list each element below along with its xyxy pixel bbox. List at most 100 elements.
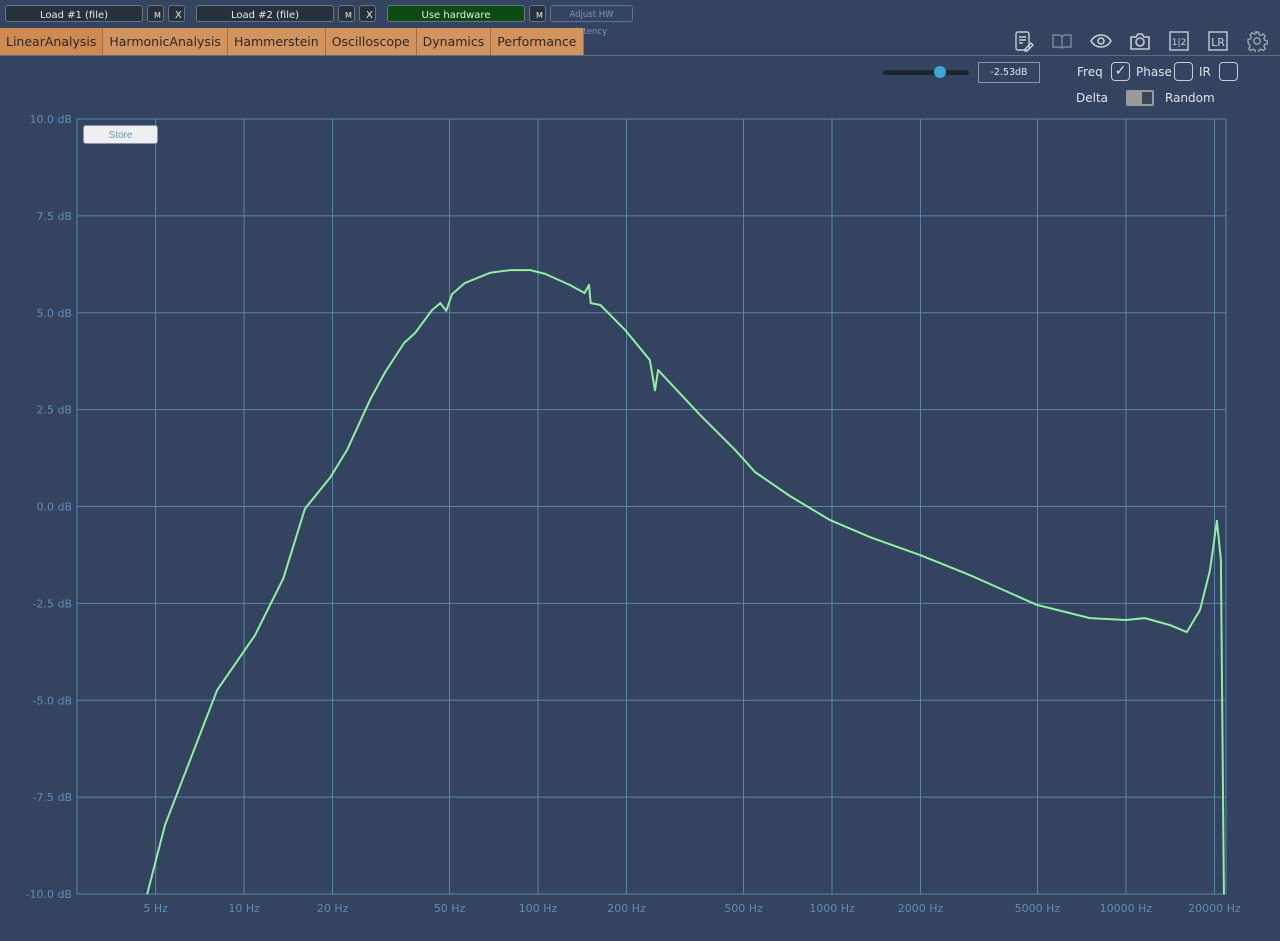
- data-point: [599, 304, 602, 306]
- ir-label: IR: [1199, 65, 1211, 79]
- data-point: [1199, 609, 1201, 611]
- adjust-hw-latency-button[interactable]: Adjust HW latency: [550, 5, 633, 37]
- data-point: [1036, 604, 1038, 606]
- data-point: [657, 369, 659, 371]
- data-point: [489, 272, 491, 274]
- lr-label: LR: [1211, 36, 1225, 49]
- data-point: [403, 342, 405, 344]
- data-point: [1169, 624, 1171, 626]
- x-tick-label: 10 Hz: [228, 902, 260, 915]
- lr-icon[interactable]: LR: [1207, 30, 1229, 52]
- y-tick-label: 5.0 dB: [36, 307, 72, 320]
- tab-linear-analysis[interactable]: LinearAnalysis: [0, 28, 104, 55]
- data-point: [431, 309, 433, 311]
- x-tick-label: 100 Hz: [519, 902, 558, 915]
- book-icon[interactable]: [1051, 30, 1073, 52]
- mute-1-button[interactable]: M: [147, 5, 164, 22]
- x-tick-label: 500 Hz: [724, 902, 763, 915]
- data-point: [869, 536, 871, 538]
- data-point: [624, 329, 627, 331]
- load-file-1-button[interactable]: Load #1 (file): [5, 5, 143, 22]
- data-point: [583, 292, 586, 294]
- y-tick-label: -7.5 dB: [33, 791, 73, 804]
- camera-icon[interactable]: [1129, 30, 1151, 52]
- delta-random-toggle[interactable]: [1126, 90, 1154, 106]
- x-tick-label: 5 Hz: [143, 902, 168, 915]
- data-point: [1125, 619, 1127, 621]
- data-point: [529, 269, 531, 271]
- tab-performance[interactable]: Performance: [491, 28, 584, 55]
- y-tick-label: -10.0 dB: [26, 888, 73, 901]
- tab-bar: LinearAnalysis HarmonicAnalysis Hammerst…: [0, 28, 584, 55]
- data-point: [1186, 631, 1188, 633]
- delta-label: Delta: [1076, 91, 1109, 105]
- mute-2-button[interactable]: M: [338, 5, 355, 22]
- data-point: [919, 554, 921, 556]
- gain-slider-knob[interactable]: [933, 66, 946, 78]
- x-tick-label: 5000 Hz: [1015, 902, 1061, 915]
- x-tick-label: 50 Hz: [434, 902, 466, 915]
- phase-checkbox[interactable]: [1174, 62, 1193, 81]
- clear-1-button[interactable]: X: [168, 5, 185, 22]
- x-tick-label: 200 Hz: [607, 902, 646, 915]
- data-point: [445, 310, 448, 312]
- tab-oscilloscope[interactable]: Oscilloscope: [325, 28, 417, 55]
- mute-hardware-button[interactable]: M: [529, 5, 546, 22]
- phase-label: Phase: [1136, 65, 1172, 79]
- use-hardware-button[interactable]: Use hardware: [387, 5, 525, 22]
- y-tick-label: -5.0 dB: [33, 694, 73, 707]
- tab-harmonic-analysis[interactable]: HarmonicAnalysis: [103, 28, 228, 55]
- data-point: [464, 282, 466, 284]
- data-point: [216, 689, 218, 691]
- y-tick-label: 10.0 dB: [29, 113, 72, 126]
- x-tick-label: 1000 Hz: [809, 902, 855, 915]
- data-point: [568, 284, 571, 286]
- store-button[interactable]: Store: [83, 125, 158, 144]
- data-point: [1220, 559, 1222, 561]
- load-file-2-button[interactable]: Load #2 (file): [196, 5, 334, 22]
- freq-checkbox[interactable]: ✓: [1111, 62, 1130, 81]
- tab-dynamics[interactable]: Dynamics: [416, 28, 492, 55]
- data-point: [304, 508, 306, 510]
- data-point: [1089, 617, 1091, 619]
- x-tick-label: 20 Hz: [317, 902, 349, 915]
- gain-slider[interactable]: [883, 66, 969, 78]
- divider: [0, 55, 1280, 56]
- data-point: [544, 273, 547, 275]
- data-point: [509, 269, 511, 271]
- y-tick-label: 2.5 dB: [36, 404, 72, 417]
- gain-value[interactable]: -2.53dB: [978, 62, 1040, 83]
- one-two-icon[interactable]: 1|2: [1168, 30, 1190, 52]
- data-point: [1144, 617, 1146, 619]
- data-point: [1216, 520, 1218, 522]
- data-point: [451, 293, 453, 295]
- data-point: [254, 634, 256, 636]
- data-point: [699, 414, 701, 416]
- y-tick-label: 7.5 dB: [36, 210, 72, 223]
- data-point: [346, 449, 348, 451]
- notes-icon[interactable]: [1012, 30, 1034, 52]
- data-point: [146, 893, 149, 895]
- data-point: [589, 302, 592, 304]
- eye-icon[interactable]: [1090, 30, 1112, 52]
- data-point: [1223, 893, 1225, 895]
- data-point: [329, 477, 331, 479]
- data-point: [968, 574, 971, 576]
- data-point: [588, 284, 590, 286]
- tab-hammerstein[interactable]: Hammerstein: [227, 28, 326, 55]
- data-point: [384, 371, 387, 373]
- data-point: [439, 302, 442, 304]
- data-point: [649, 359, 651, 361]
- freq-label: Freq: [1077, 65, 1103, 79]
- data-point: [754, 471, 756, 473]
- data-point: [369, 399, 371, 401]
- clear-2-button[interactable]: X: [359, 5, 376, 22]
- one-two-label: 1|2: [1172, 38, 1186, 48]
- data-point: [1209, 569, 1211, 571]
- data-point: [654, 389, 656, 392]
- data-point: [789, 495, 791, 497]
- data-point: [282, 577, 285, 579]
- data-point: [829, 519, 831, 521]
- ir-checkbox[interactable]: [1219, 62, 1238, 81]
